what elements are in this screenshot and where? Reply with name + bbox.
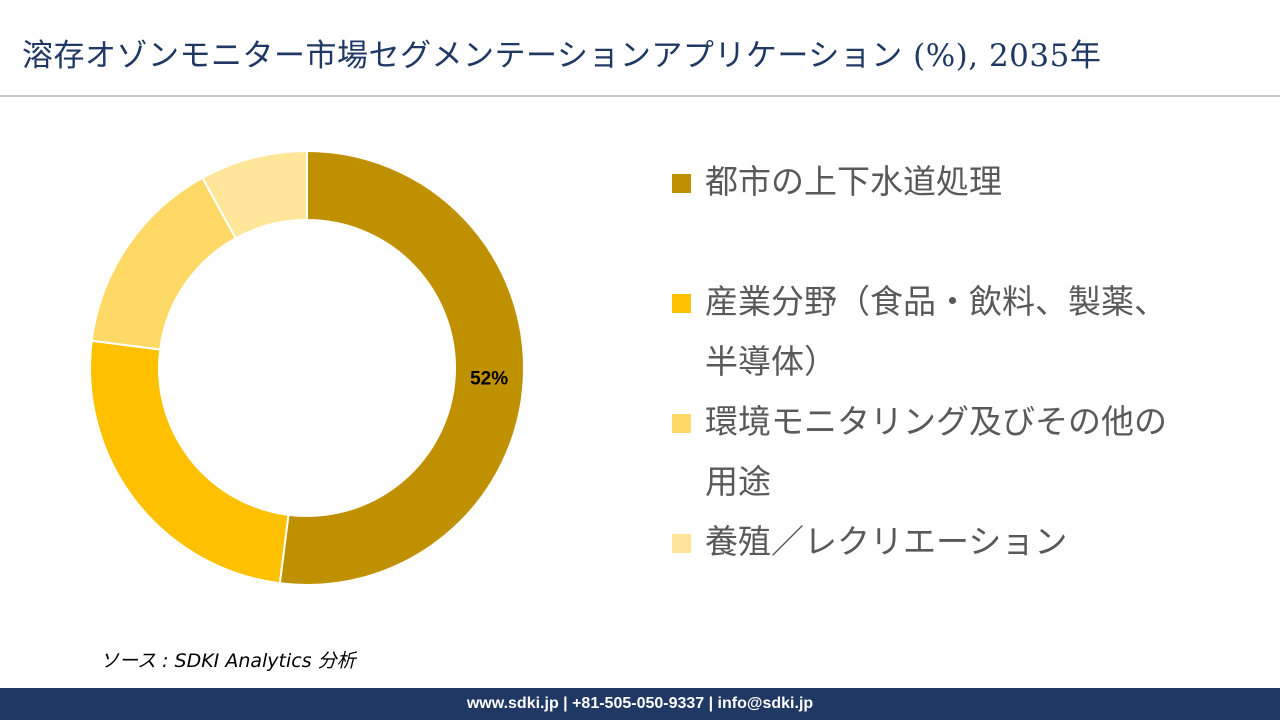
donut-chart: 52% — [89, 149, 525, 586]
data-label-0: 52% — [470, 368, 508, 389]
footer-contact-bar: www.sdki.jp | +81-505-050-9337 | info@sd… — [0, 688, 1280, 720]
legend-swatch — [672, 174, 691, 193]
legend-swatch — [672, 294, 691, 313]
donut-slice-3 — [201, 149, 308, 240]
legend-label: 都市の上下水道処理 — [705, 162, 1002, 201]
legend-label: 産業分野（食品・飲料、製薬、半導体） — [705, 282, 1167, 381]
legend-item-environmental: 環境モニタリング及びその他の用途 — [672, 392, 1175, 512]
donut-slice-1 — [89, 339, 290, 585]
title-divider — [0, 95, 1280, 97]
source-note: ソース : SDKI Analytics 分析 — [100, 650, 356, 672]
legend-swatch — [672, 534, 691, 553]
legend-label: 環境モニタリング及びその他の用途 — [705, 402, 1167, 501]
legend-item-industrial: 産業分野（食品・飲料、製薬、半導体） — [672, 272, 1175, 392]
legend-swatch — [672, 414, 691, 433]
donut-slice-0 — [278, 149, 525, 586]
chart-title: 溶存オゾンモニター市場セグメンテーションアプリケーション (%), 2035年 — [22, 38, 1102, 74]
legend-label: 養殖／レクリエーション — [705, 522, 1068, 561]
legend-item-aquaculture: 養殖／レクリエーション — [672, 512, 1175, 572]
donut-slice-2 — [90, 176, 238, 351]
legend-item-municipal-water: 都市の上下水道処理 — [672, 152, 1175, 212]
